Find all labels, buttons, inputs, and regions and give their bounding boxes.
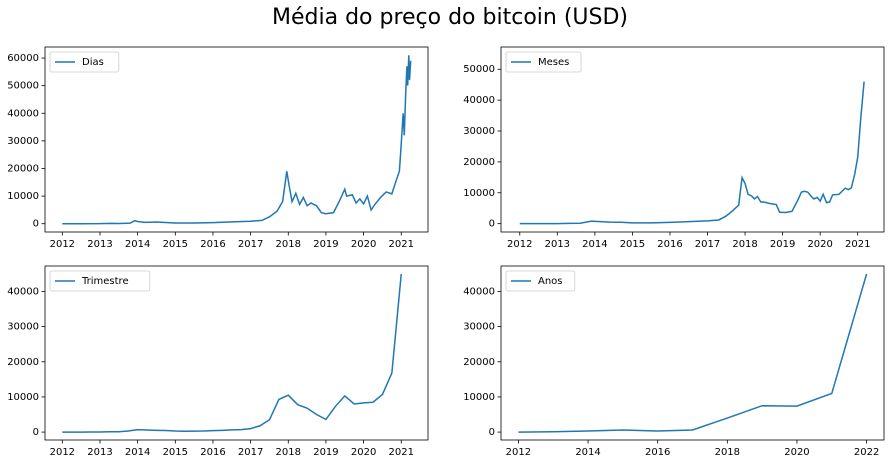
y-tick-label: 40000 bbox=[7, 286, 39, 297]
y-tick-label: 0 bbox=[33, 219, 39, 230]
x-tick-label: 2014 bbox=[125, 447, 150, 458]
x-tick-label: 2017 bbox=[695, 239, 720, 250]
x-tick-label: 2019 bbox=[770, 239, 795, 250]
y-tick-label: 30000 bbox=[7, 322, 39, 333]
x-tick-label: 2017 bbox=[238, 447, 263, 458]
line-series bbox=[62, 55, 412, 225]
x-tick-label: 2012 bbox=[506, 447, 531, 458]
y-tick-label: 10000 bbox=[7, 392, 39, 403]
x-tick-label: 2020 bbox=[351, 447, 376, 458]
y-tick-label: 40000 bbox=[463, 286, 495, 297]
x-tick-label: 2012 bbox=[507, 239, 532, 250]
legend-label: Dias bbox=[82, 57, 104, 68]
x-tick-label: 2015 bbox=[163, 239, 188, 250]
line-series bbox=[518, 273, 868, 433]
x-tick-label: 2014 bbox=[125, 239, 150, 250]
x-tick-label: 2022 bbox=[854, 447, 879, 458]
x-tick-label: 2015 bbox=[163, 447, 188, 458]
x-tick-label: 2018 bbox=[276, 239, 301, 250]
y-tick-label: 20000 bbox=[463, 157, 495, 168]
x-tick-label: 2014 bbox=[575, 447, 600, 458]
y-tick-label: 10000 bbox=[463, 188, 495, 199]
y-tick-label: 0 bbox=[33, 427, 39, 438]
y-tick-label: 40000 bbox=[463, 95, 495, 106]
x-tick-label: 2016 bbox=[200, 447, 225, 458]
y-tick-label: 0 bbox=[489, 427, 495, 438]
x-tick-label: 2012 bbox=[50, 447, 75, 458]
line-series bbox=[519, 81, 865, 225]
x-tick-label: 2020 bbox=[351, 239, 376, 250]
x-tick-label: 2018 bbox=[276, 447, 301, 458]
y-tick-label: 10000 bbox=[7, 191, 39, 202]
y-tick-label: 30000 bbox=[7, 136, 39, 147]
x-tick-label: 2017 bbox=[238, 239, 263, 250]
y-tick-label: 30000 bbox=[463, 126, 495, 137]
legend-box bbox=[49, 51, 120, 73]
x-tick-label: 2019 bbox=[313, 447, 338, 458]
x-tick-label: 2014 bbox=[582, 239, 607, 250]
legend-box bbox=[49, 270, 151, 292]
x-tick-label: 2020 bbox=[807, 239, 832, 250]
x-tick-label: 2016 bbox=[657, 239, 682, 250]
y-tick-label: 10000 bbox=[463, 392, 495, 403]
axes-frame bbox=[44, 46, 429, 233]
x-tick-label: 2019 bbox=[313, 239, 338, 250]
y-tick-label: 30000 bbox=[463, 322, 495, 333]
x-tick-label: 2013 bbox=[87, 239, 112, 250]
legend-label: Meses bbox=[538, 57, 569, 68]
x-tick-label: 2016 bbox=[200, 239, 225, 250]
x-tick-label: 2021 bbox=[389, 239, 414, 250]
legend-label: Anos bbox=[538, 276, 563, 287]
y-tick-label: 50000 bbox=[7, 81, 39, 92]
y-tick-label: 40000 bbox=[7, 108, 39, 119]
x-tick-label: 2021 bbox=[389, 447, 414, 458]
y-tick-label: 0 bbox=[489, 219, 495, 230]
figure-title: Média do preço do bitcoin (USD) bbox=[272, 5, 628, 30]
x-tick-label: 2012 bbox=[50, 239, 75, 250]
x-tick-label: 2021 bbox=[845, 239, 870, 250]
axes-frame bbox=[44, 265, 429, 441]
x-tick-label: 2013 bbox=[87, 447, 112, 458]
legend-label: Trimestre bbox=[81, 276, 129, 287]
legend-box bbox=[505, 270, 576, 292]
x-tick-label: 2016 bbox=[645, 447, 670, 458]
x-tick-label: 2015 bbox=[620, 239, 645, 250]
x-tick-label: 2018 bbox=[715, 447, 740, 458]
y-tick-label: 20000 bbox=[7, 163, 39, 174]
axes-frame bbox=[500, 46, 885, 233]
axes-frame bbox=[500, 265, 885, 441]
legend-box bbox=[505, 51, 582, 73]
y-tick-label: 60000 bbox=[7, 53, 39, 64]
x-tick-label: 2020 bbox=[784, 447, 809, 458]
line-series bbox=[62, 273, 403, 433]
x-tick-label: 2013 bbox=[545, 239, 570, 250]
y-tick-label: 20000 bbox=[7, 357, 39, 368]
y-tick-label: 50000 bbox=[463, 64, 495, 75]
x-tick-label: 2018 bbox=[732, 239, 757, 250]
y-tick-label: 20000 bbox=[463, 357, 495, 368]
